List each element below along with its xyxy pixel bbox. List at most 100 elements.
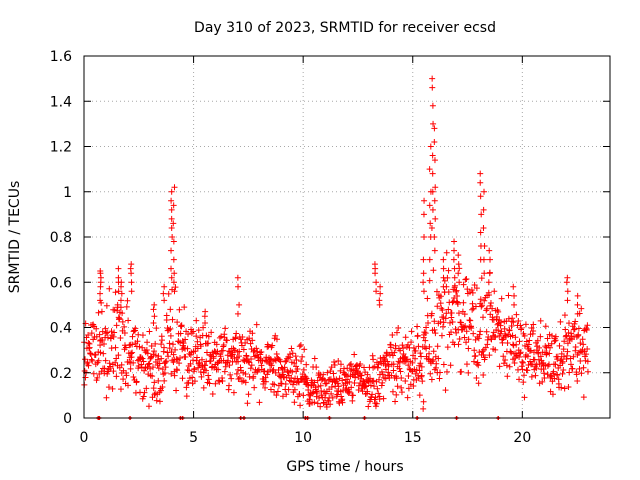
data-point <box>328 384 335 391</box>
data-point <box>432 184 439 191</box>
data-point <box>509 315 516 322</box>
data-point <box>420 211 427 218</box>
data-point <box>420 398 427 405</box>
data-point <box>138 361 145 368</box>
data-point <box>426 343 433 350</box>
data-point <box>180 345 187 352</box>
data-point <box>87 351 94 358</box>
data-point <box>431 157 438 164</box>
data-point <box>275 367 282 374</box>
data-point <box>230 389 237 396</box>
data-point <box>580 394 587 401</box>
data-point <box>524 353 531 360</box>
data-point <box>208 329 215 336</box>
data-point <box>117 297 124 304</box>
data-point <box>532 372 539 379</box>
data-point <box>539 378 546 385</box>
data-point <box>477 193 484 200</box>
data-point <box>574 378 581 385</box>
data-point <box>349 371 356 378</box>
data-point <box>431 138 438 145</box>
data-point <box>190 357 197 364</box>
data-point <box>429 170 436 177</box>
data-point <box>524 367 531 374</box>
axis-ticks: 0 5 10 15 20 0 0.2 0.4 0.6 0.8 1 1.2 1.4 1.6 <box>50 49 610 446</box>
data-point <box>521 332 528 339</box>
data-point <box>541 375 548 382</box>
data-point <box>433 288 440 295</box>
data-point <box>147 354 154 361</box>
data-point <box>480 206 487 213</box>
data-point <box>425 319 432 326</box>
data-point <box>374 385 381 392</box>
data-point <box>525 362 532 369</box>
data-point <box>371 383 378 390</box>
data-point <box>184 345 191 352</box>
data-point <box>375 390 382 397</box>
data-point <box>182 353 189 360</box>
data-point <box>487 300 494 307</box>
data-point <box>108 328 115 335</box>
data-point <box>234 274 241 281</box>
data-point <box>168 197 175 204</box>
data-point <box>339 377 346 384</box>
data-point <box>305 381 312 388</box>
data-point <box>455 341 462 348</box>
data-point <box>357 360 364 367</box>
data-point <box>423 324 430 331</box>
data-point <box>422 330 429 337</box>
data-point <box>559 370 566 377</box>
data-point <box>536 344 543 351</box>
data-point <box>231 355 238 362</box>
data-point <box>145 361 152 368</box>
data-point <box>156 398 163 405</box>
data-point <box>537 317 544 324</box>
data-point <box>112 289 119 296</box>
data-point <box>402 377 409 384</box>
data-point <box>248 355 255 362</box>
data-point <box>527 347 534 354</box>
data-point <box>248 362 255 369</box>
data-point <box>84 359 91 366</box>
data-point <box>200 384 207 391</box>
y-tick-label: 0 <box>63 411 72 427</box>
data-point <box>239 333 246 340</box>
data-point <box>426 256 433 263</box>
data-point <box>163 358 170 365</box>
data-point <box>525 341 532 348</box>
data-point <box>548 373 555 380</box>
data-point <box>129 349 136 356</box>
data-point <box>374 364 381 371</box>
data-point <box>373 279 380 286</box>
data-point <box>122 344 129 351</box>
data-point <box>168 247 175 254</box>
data-point <box>151 379 158 386</box>
data-point <box>443 249 450 256</box>
data-point <box>440 323 447 330</box>
data-point <box>438 332 445 339</box>
y-axis-label: SRMTID / TECUs <box>7 181 23 294</box>
data-point <box>103 302 110 309</box>
data-point <box>426 350 433 357</box>
data-point <box>113 322 120 329</box>
data-point <box>85 332 92 339</box>
data-point <box>253 345 260 352</box>
data-point <box>135 362 142 369</box>
data-point <box>351 351 358 358</box>
data-point <box>298 358 305 365</box>
data-point <box>159 337 166 344</box>
data-point <box>387 341 394 348</box>
data-point <box>351 380 358 387</box>
data-point <box>150 364 157 371</box>
data-point <box>329 394 336 401</box>
data-point <box>103 330 110 337</box>
data-point <box>282 380 289 387</box>
data-point <box>404 356 411 363</box>
data-point <box>390 361 397 368</box>
data-point <box>468 286 475 293</box>
data-point <box>506 363 513 370</box>
data-point <box>504 339 511 346</box>
data-point <box>154 356 161 363</box>
data-point <box>128 354 135 361</box>
data-point <box>495 308 502 315</box>
